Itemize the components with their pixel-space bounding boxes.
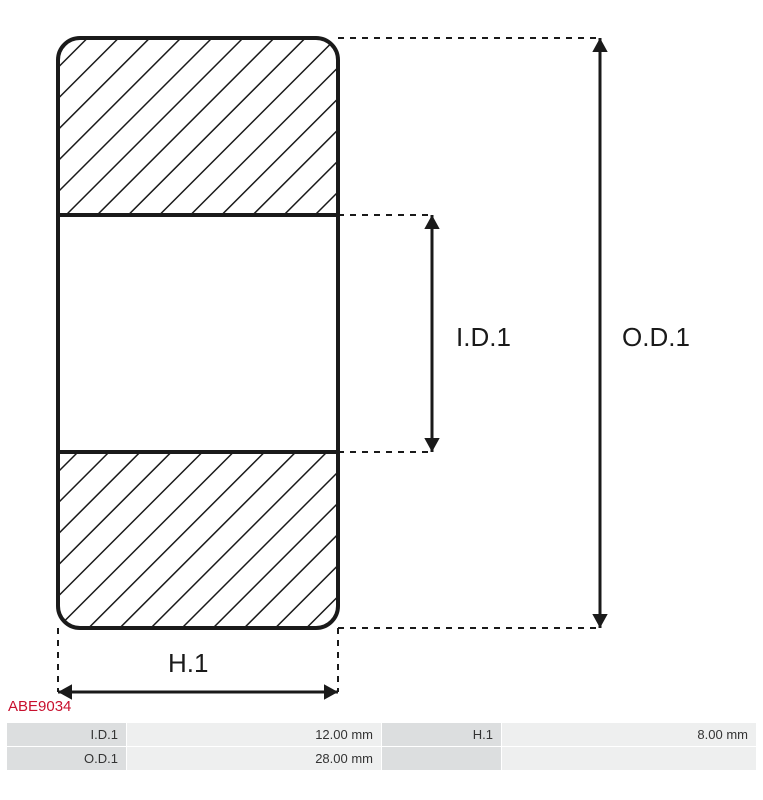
spec-value: 8.00 mm — [502, 723, 757, 747]
spec-value: 28.00 mm — [127, 747, 382, 771]
dim-label-id: I.D.1 — [456, 322, 511, 353]
spec-value — [502, 747, 757, 771]
spec-key: I.D.1 — [7, 723, 127, 747]
spec-key: H.1 — [382, 723, 502, 747]
diagram-area: O.D.1 I.D.1 H.1 — [0, 0, 763, 720]
spec-key: O.D.1 — [7, 747, 127, 771]
section-drawing — [0, 0, 763, 720]
spec-key — [382, 747, 502, 771]
dim-label-h: H.1 — [168, 648, 208, 679]
spec-value: 12.00 mm — [127, 723, 382, 747]
spec-table: I.D.1 12.00 mm H.1 8.00 mm O.D.1 28.00 m… — [6, 722, 757, 771]
table-row: O.D.1 28.00 mm — [7, 747, 757, 771]
dim-label-od: O.D.1 — [622, 322, 690, 353]
table-row: I.D.1 12.00 mm H.1 8.00 mm — [7, 723, 757, 747]
part-number: ABE9034 — [8, 698, 71, 715]
